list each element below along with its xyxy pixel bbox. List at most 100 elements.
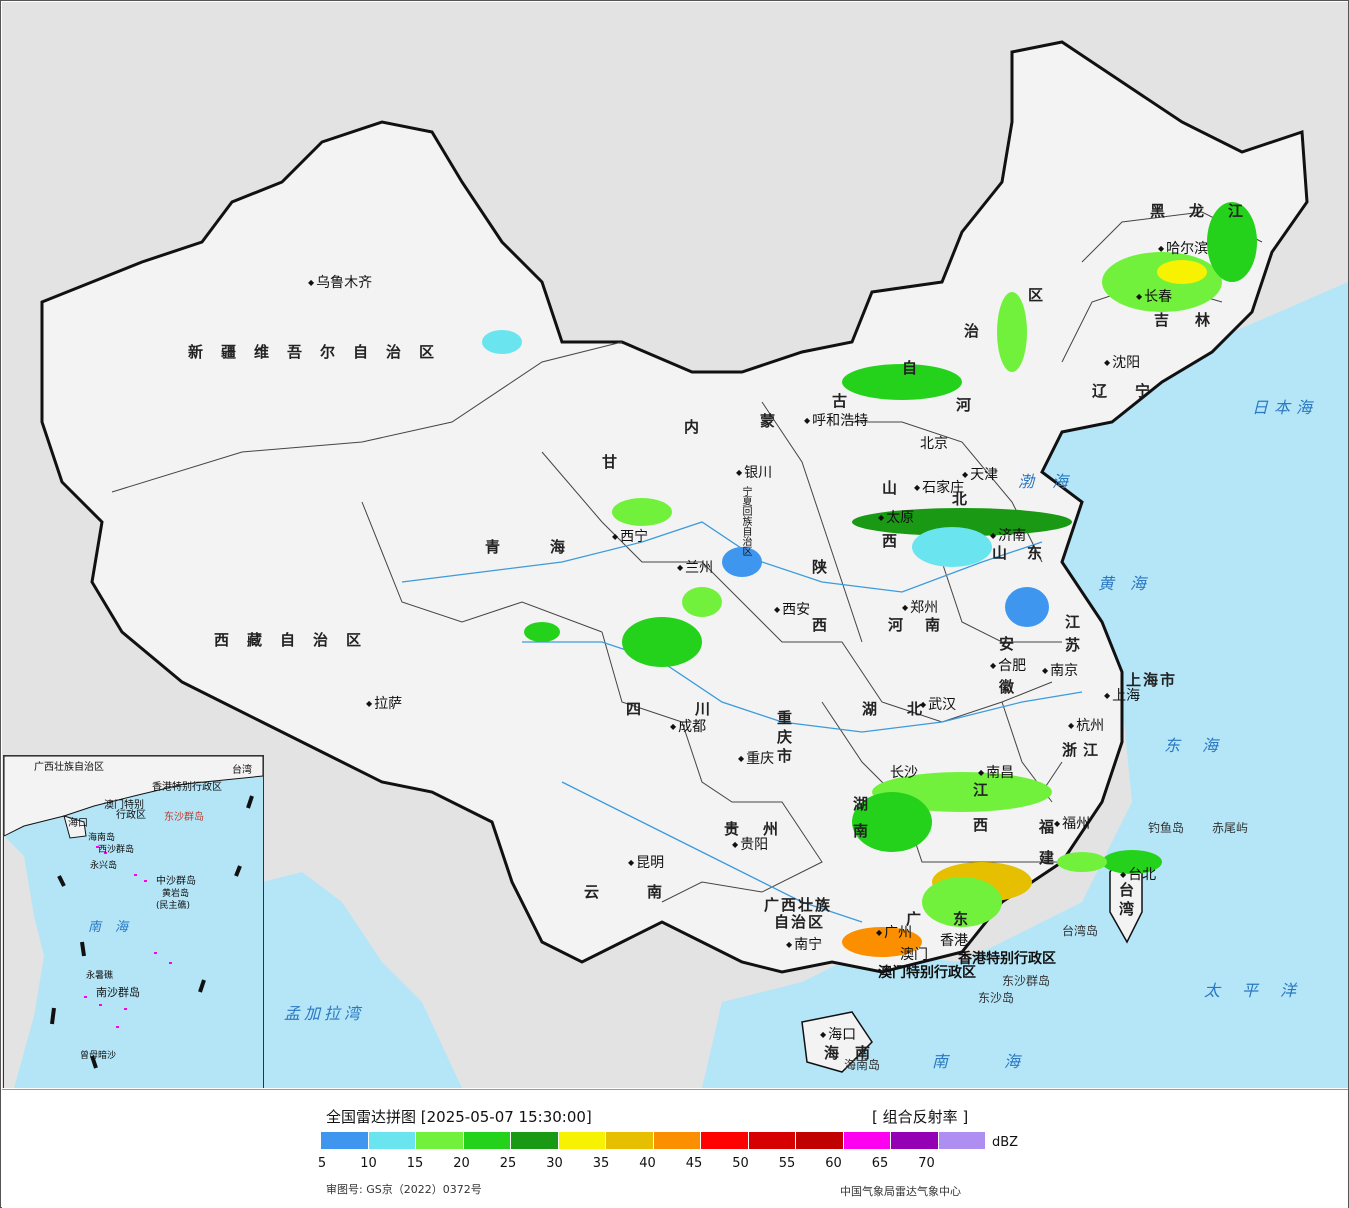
scale-tick-label: 20 [453,1156,470,1171]
city-label: 拉萨 [366,693,402,713]
sea-area [702,282,1348,1088]
inset-label: 永暑礁 [86,971,114,981]
inset-label: 海口 [68,818,88,829]
city-label: 昆明 [628,852,664,872]
unit-label: dBZ [992,1135,1019,1150]
region-label-guangxi-1: 广西壮族 [764,896,833,914]
scale-tick-label: 30 [546,1156,563,1171]
city-label: 北京 [920,436,948,452]
legend-panel: 全国雷达拼图 [2025-05-07 15:30:00] [ 组合反射率 ] 5… [2,1089,1348,1208]
region-label-hunan: 湖南 [851,796,869,850]
scale-tick-label: 40 [639,1156,656,1171]
region-label-hubei: 湖北 [862,700,953,718]
city-label: 乌鲁木齐 [308,272,372,292]
city-label: 银川 [736,462,772,482]
region-label-xinjiang: 新疆维吾尔自治区 [188,343,453,361]
color-swatch [606,1132,654,1149]
region-label-fujian: 福建 [1037,819,1055,881]
city-label: 长沙 [890,765,918,781]
scale-tick-label: 70 [918,1156,935,1171]
region-label-chongqing: 重庆市 [775,710,793,767]
region-label-anhui: 安徽 [997,636,1015,722]
scale-ticks: 5 10 15 20 25 30 35 40 45 50 55 60 65 70 [307,1156,947,1176]
region-label-neimeng-4: 自 [902,359,936,377]
color-swatch [701,1132,749,1149]
city-label: 哈尔滨 [1158,238,1208,258]
scale-tick-label: 60 [825,1156,842,1171]
sea-label: 日本海 [1252,398,1319,417]
sea-label: 太平洋 [1204,981,1319,1000]
inset-label: 香港特别行政区 [152,782,222,793]
color-swatch [748,1132,796,1149]
region-label-qinghai: 青海 [485,538,616,556]
city-label: 石家庄 [914,477,964,497]
color-swatch [511,1132,559,1149]
city-label: 杭州 [1068,715,1104,735]
inset-label: 行政区 [116,810,146,821]
city-label: 台北 [1120,864,1156,884]
region-label-hainan: 海南 [824,1044,887,1062]
sea-label: 东海 [1164,736,1241,755]
city-label: 西安 [774,599,810,619]
inset-label: 西沙群岛 [98,845,135,855]
city-label: 合肥 [990,655,1026,675]
city-label: 澳门 [900,947,928,963]
color-swatch [463,1132,511,1149]
inset-label: 永兴岛 [90,861,118,871]
scale-tick-label: 35 [592,1156,610,1171]
city-label: 济南 [990,525,1026,545]
scale-tick-label: 10 [360,1156,377,1171]
region-label-neimeng-3: 古 [832,392,866,410]
color-swatch [368,1132,416,1149]
scale-tick-label: 65 [871,1156,889,1171]
city-label: 呼和浩特 [804,410,868,430]
city-label: 成都 [670,716,706,736]
island-label: 澳门特别行政区 [878,965,976,981]
region-label-heilongjiang: 黑龙江 [1150,202,1268,220]
region-label-hebei-1: 河 [956,396,990,414]
island-label: 台湾岛 [1062,924,1099,938]
region-label-gansu: 甘 [602,453,636,471]
region-label-jiangxi: 江西 [971,782,989,852]
inset-label: 广西壮族自治区 [34,762,104,773]
region-label-sichuan: 四川 [626,700,765,718]
island-label: 钓鱼岛 [1148,821,1185,835]
inset-label: 曾母暗沙 [80,1051,117,1061]
city-label: 香港 [940,933,968,949]
inset-label: 澳门特别 [104,800,144,811]
inset-label: 黄岩岛 [162,889,190,899]
city-label: 天津 [962,464,998,484]
region-label-liaoning: 辽宁 [1092,382,1179,400]
scale-tick-label: 50 [732,1156,749,1171]
region-label-jiangsu: 江苏 [1063,614,1081,660]
region-label-neimeng-5: 治 [964,322,998,340]
sea-label: 孟加拉湾 [284,1004,365,1023]
inset-label: 东沙群岛 [164,812,204,823]
inset-label: 台湾 [232,765,252,776]
region-label-zhejiang: 浙江 [1062,741,1105,759]
island-label: 海南岛 [844,1058,881,1072]
region-label-henan: 河南 [888,616,963,634]
city-label: 上海 [1104,685,1140,705]
inset-label: 南沙群岛 [96,986,140,999]
city-label: 武汉 [920,694,956,714]
region-label-jilin: 吉林 [1154,311,1237,329]
city-label: 南京 [1042,660,1078,680]
region-label-ningxia: 宁夏回族自治区 [740,486,751,556]
color-swatch [558,1132,606,1149]
region-label-xizang: 西藏自治区 [214,631,380,649]
region-label-shandong: 山东 [992,544,1063,562]
product-label: [ 组合反射率 ] [872,1108,969,1126]
color-swatch [796,1132,844,1149]
city-label: 贵阳 [732,834,768,854]
radar-mosaic-map: 新疆维吾尔自治区 西藏自治区 青海 甘 内 蒙 古 自 治 区 黑龙江 吉林 辽… [2,2,1348,1088]
legend-title: 全国雷达拼图 [2025-05-07 15:30:00] [326,1108,592,1126]
city-label: 兰州 [677,557,713,577]
island-label: 东沙群岛 [1002,974,1051,988]
city-label: 长春 [1136,286,1172,306]
color-swatch [891,1132,939,1149]
city-label: 郑州 [902,597,938,617]
source-label: 中国气象局雷达气象中心 [840,1185,961,1198]
inset-label: (民主礁) [156,901,191,911]
